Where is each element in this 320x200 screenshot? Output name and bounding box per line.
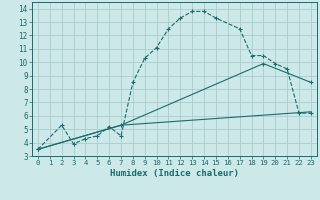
- X-axis label: Humidex (Indice chaleur): Humidex (Indice chaleur): [110, 169, 239, 178]
